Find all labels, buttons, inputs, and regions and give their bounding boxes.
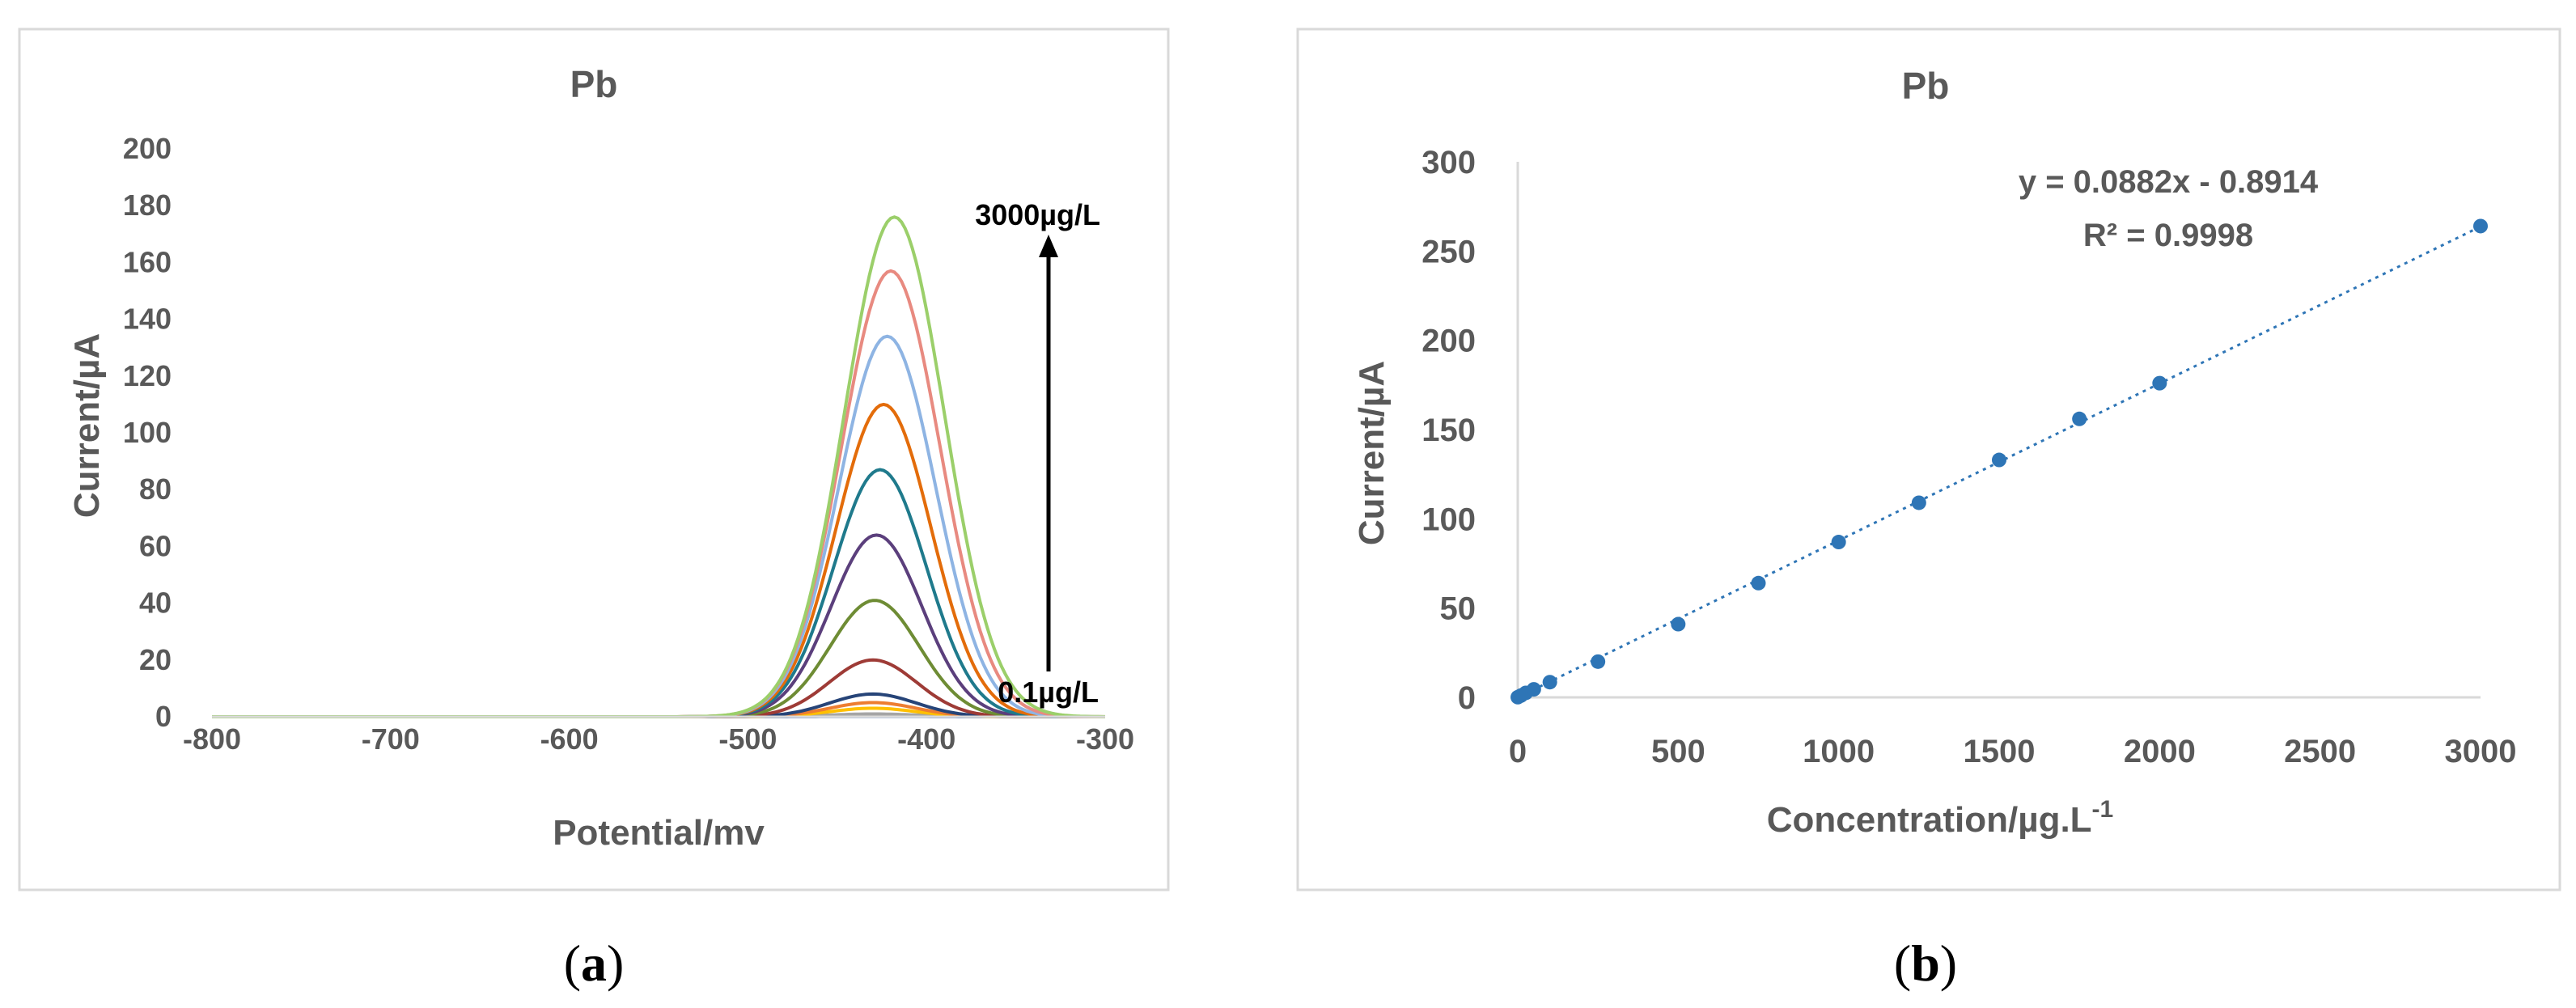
calibration-point — [2072, 411, 2087, 426]
panel-a-y-tick-label: 60 — [139, 529, 172, 562]
calibration-point — [2152, 375, 2167, 391]
panel-b-title: Pb — [1902, 65, 1950, 107]
panel-a-y-tick-label: 20 — [139, 643, 172, 676]
panel-a-ylabel: Current/µA — [67, 333, 107, 518]
panel-a-xlabel: Potential/mv — [553, 813, 765, 853]
calibration-point — [1831, 535, 1846, 550]
panel-a-frame — [18, 28, 1170, 892]
panel-b-x-ticks: 0 500 1000 1500 2000 2500 3000 — [1509, 734, 2517, 769]
panel-b-y-tick-label: 250 — [1421, 234, 1476, 269]
calibration-point — [1751, 575, 1766, 591]
panel-b-ylabel: Current/µA — [1352, 361, 1392, 545]
panel-b-x-tick-label: 3000 — [2445, 734, 2517, 769]
panel-b-y-tick-label: 300 — [1421, 145, 1476, 180]
panel-a-y-tick-label: 200 — [123, 132, 172, 165]
panel-a-y-tick-label: 180 — [123, 188, 172, 222]
trendline-r-squared: R² = 0.9998 — [2083, 218, 2253, 253]
panel-a-x-tick-label: -400 — [897, 722, 955, 756]
panel-a-title: Pb — [570, 63, 618, 105]
trendline-equation: y = 0.0882x - 0.8914 — [2019, 164, 2319, 200]
calibration-point — [1526, 682, 1541, 697]
calibration-point — [1911, 495, 1926, 510]
panel-a-x-tick-label: -700 — [362, 722, 420, 756]
panel-a-x-tick-label: -600 — [540, 722, 599, 756]
panel-a-y-tick-label: 100 — [123, 416, 172, 449]
panel-a-y-tick-label: 0 — [155, 700, 172, 733]
panel-a-y-tick-label: 160 — [123, 245, 172, 278]
panel-a-y-tick-label: 80 — [139, 472, 172, 506]
panel-a-y-ticks: 0 20 40 60 80 100 120 140 160 180 200 — [123, 132, 172, 733]
calibration-point — [1591, 654, 1606, 669]
panel-a-x-tick-label: -300 — [1076, 722, 1134, 756]
panel-b-x-tick-label: 2500 — [2284, 734, 2356, 769]
panel-b-y-tick-label: 0 — [1458, 680, 1476, 716]
panel-b-x-tick-label: 500 — [1651, 734, 1705, 769]
panel-b-x-tick-label: 1000 — [1803, 734, 1875, 769]
panel-b-xlabel: Concentration/µg.L-1 — [1767, 796, 2113, 840]
calibration-point — [1542, 675, 1557, 690]
caption-b: (b) — [1894, 934, 1957, 992]
panel-a-x-tick-label: -500 — [718, 722, 777, 756]
panel-a-y-tick-label: 120 — [123, 359, 172, 392]
panel-b-y-tick-label: 200 — [1421, 324, 1476, 359]
annotation-bottom: 0.1µg/L — [998, 676, 1099, 709]
panel-b-y-ticks: 0 50 100 150 200 250 300 — [1421, 145, 1476, 716]
panel-b-y-tick-label: 50 — [1440, 591, 1477, 627]
panel-b-frame — [1296, 28, 2561, 892]
concentration-arrow-head — [1039, 235, 1058, 257]
panel-b-y-tick-label: 150 — [1421, 413, 1476, 448]
panel-b-data-points — [1510, 218, 2488, 705]
panel-b-x-tick-label: 1500 — [1964, 734, 2036, 769]
calibration-point — [1671, 616, 1686, 632]
calibration-point — [1992, 452, 2006, 468]
panel-a-x-tick-label: -800 — [183, 722, 241, 756]
calibration-point — [2473, 218, 2488, 234]
panel-b-x-tick-label: 2000 — [2124, 734, 2196, 769]
panel-b-x-tick-label: 0 — [1509, 734, 1527, 769]
panel-a-x-ticks: -800 -700 -600 -500 -400 -300 — [183, 722, 1134, 756]
caption-a: (a) — [564, 934, 625, 992]
panel-a-y-tick-label: 140 — [123, 303, 172, 336]
panel-b-y-tick-label: 100 — [1421, 502, 1476, 537]
annotation-top: 3000µg/L — [975, 198, 1100, 231]
panel-a-y-tick-label: 40 — [139, 587, 172, 620]
